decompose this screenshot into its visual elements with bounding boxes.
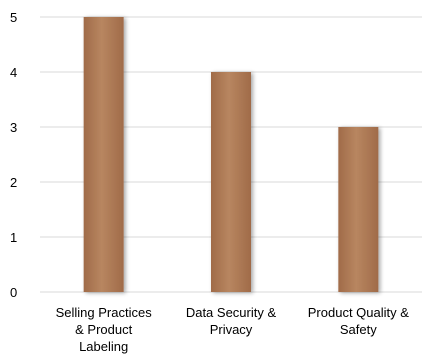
y-axis-ticks: 0 1 2 3 4 5 [10,10,17,300]
x-category-label: Selling Practices & Product Labeling [56,305,153,354]
x-category-label-line: Product Quality & [308,305,409,320]
x-category-label-line: Labeling [79,339,128,354]
bar [211,72,251,292]
x-category-label-line: & Product [75,322,132,337]
bars [83,17,379,292]
y-tick-label: 2 [10,175,17,190]
x-category-label-line: Privacy [210,322,253,337]
y-tick-label: 5 [10,10,17,25]
y-tick-label: 0 [10,285,17,300]
y-tick-label: 3 [10,120,17,135]
bar [83,17,124,292]
y-tick-label: 1 [10,230,17,245]
y-tick-label: 4 [10,65,17,80]
x-category-label-line: Selling Practices [56,305,153,320]
bar [338,127,379,292]
x-category-label: Product Quality & Safety [308,305,409,337]
x-axis-labels: Selling Practices & Product Labeling Data S… [56,305,410,354]
x-category-label-line: Safety [340,322,377,337]
x-category-label-line: Data Security & [186,305,277,320]
x-category-label: Data Security & Privacy [186,305,277,337]
